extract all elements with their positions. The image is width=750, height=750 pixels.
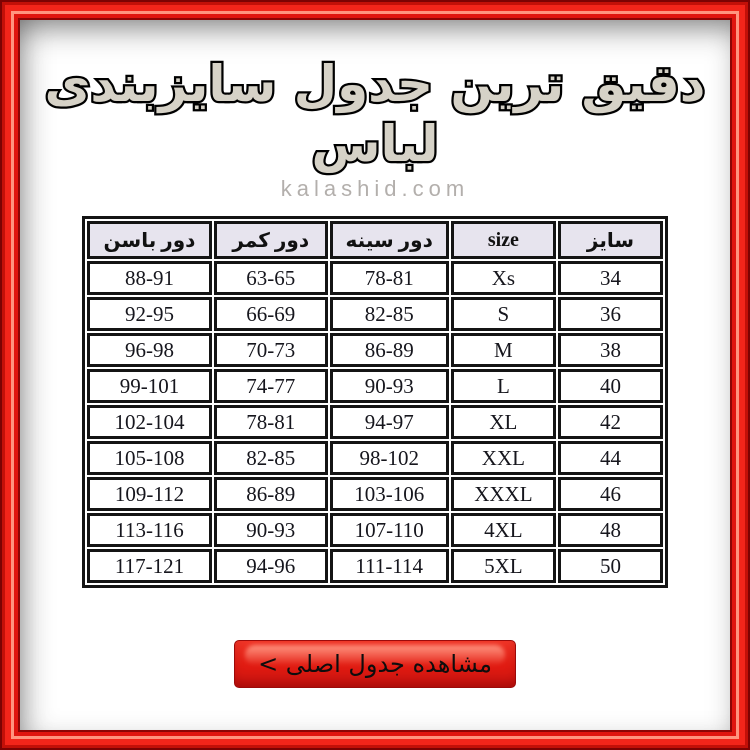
- table-cell: XXXL: [450, 477, 556, 511]
- table-cell: 96-98: [87, 333, 212, 367]
- column-header: دور کمر: [213, 221, 328, 259]
- table-cell: 74-77: [213, 369, 328, 403]
- table-cell: 40: [557, 369, 663, 403]
- table-row: 44 XXL 98-102 82-85 105-108: [87, 441, 663, 475]
- column-header: دور باسن: [87, 221, 212, 259]
- table-cell: 86-89: [329, 333, 449, 367]
- table-cell: 94-96: [213, 549, 328, 583]
- table-cell: 102-104: [87, 405, 212, 439]
- table-cell: 99-101: [87, 369, 212, 403]
- table-cell: 88-91: [87, 261, 212, 295]
- table-row: 38 M 86-89 70-73 96-98: [87, 333, 663, 367]
- column-header: سایز: [557, 221, 663, 259]
- table-cell: 50: [557, 549, 663, 583]
- table-cell: 42: [557, 405, 663, 439]
- table-cell: 94-97: [329, 405, 449, 439]
- table-cell: 78-81: [213, 405, 328, 439]
- page-title: دقیق ترین جدول سایزبندی لباس: [42, 53, 707, 176]
- table-cell: 111-114: [329, 549, 449, 583]
- table-row: 50 5XL 111-114 94-96 117-121: [87, 549, 663, 583]
- table-cell: 63-65: [213, 261, 328, 295]
- view-main-table-button[interactable]: مشاهده جدول اصلی >: [234, 640, 516, 688]
- table-cell: 4XL: [450, 513, 556, 547]
- table-cell: 117-121: [87, 549, 212, 583]
- table-cell: 86-89: [213, 477, 328, 511]
- table-cell: 5XL: [450, 549, 556, 583]
- size-table: سایز size دور سینه دور کمر دور باسن 34 Xs 78-8…: [82, 216, 668, 588]
- table-cell: 103-106: [329, 477, 449, 511]
- table-cell: Xs: [450, 261, 556, 295]
- table-cell: XXL: [450, 441, 556, 475]
- column-header: size: [450, 221, 556, 259]
- table-cell: 90-93: [329, 369, 449, 403]
- table-row: 36 S 82-85 66-69 92-95: [87, 297, 663, 331]
- button-label: مشاهده جدول اصلی >: [258, 650, 492, 678]
- poster-content: دقیق ترین جدول سایزبندی لباس kalashid.co…: [20, 20, 730, 730]
- table-header-row: سایز size دور سینه دور کمر دور باسن: [87, 221, 663, 259]
- table-body: 34 Xs 78-81 63-65 88-91 36 S 82-85 66-69 92-95 38 M…: [87, 261, 663, 583]
- table-cell: M: [450, 333, 556, 367]
- column-header: دور سینه: [329, 221, 449, 259]
- table-cell: 44: [557, 441, 663, 475]
- table-row: 34 Xs 78-81 63-65 88-91: [87, 261, 663, 295]
- table-row: 42 XL 94-97 78-81 102-104: [87, 405, 663, 439]
- table-cell: 82-85: [329, 297, 449, 331]
- table-cell: 46: [557, 477, 663, 511]
- table-cell: 36: [557, 297, 663, 331]
- table-cell: 34: [557, 261, 663, 295]
- table-cell: 90-93: [213, 513, 328, 547]
- table-cell: L: [450, 369, 556, 403]
- table-cell: 78-81: [329, 261, 449, 295]
- table-cell: 82-85: [213, 441, 328, 475]
- table-cell: 92-95: [87, 297, 212, 331]
- table-cell: 107-110: [329, 513, 449, 547]
- table-row: 40 L 90-93 74-77 99-101: [87, 369, 663, 403]
- table-cell: 109-112: [87, 477, 212, 511]
- table-cell: 48: [557, 513, 663, 547]
- table-cell: 98-102: [329, 441, 449, 475]
- table-cell: 66-69: [213, 297, 328, 331]
- table-cell: 105-108: [87, 441, 212, 475]
- table-cell: 70-73: [213, 333, 328, 367]
- table-row: 48 4XL 107-110 90-93 113-116: [87, 513, 663, 547]
- table-cell: S: [450, 297, 556, 331]
- watermark: kalashid.com: [280, 176, 470, 201]
- table-cell: XL: [450, 405, 556, 439]
- table-cell: 113-116: [87, 513, 212, 547]
- table-row: 46 XXXL 103-106 86-89 109-112: [87, 477, 663, 511]
- table-cell: 38: [557, 333, 663, 367]
